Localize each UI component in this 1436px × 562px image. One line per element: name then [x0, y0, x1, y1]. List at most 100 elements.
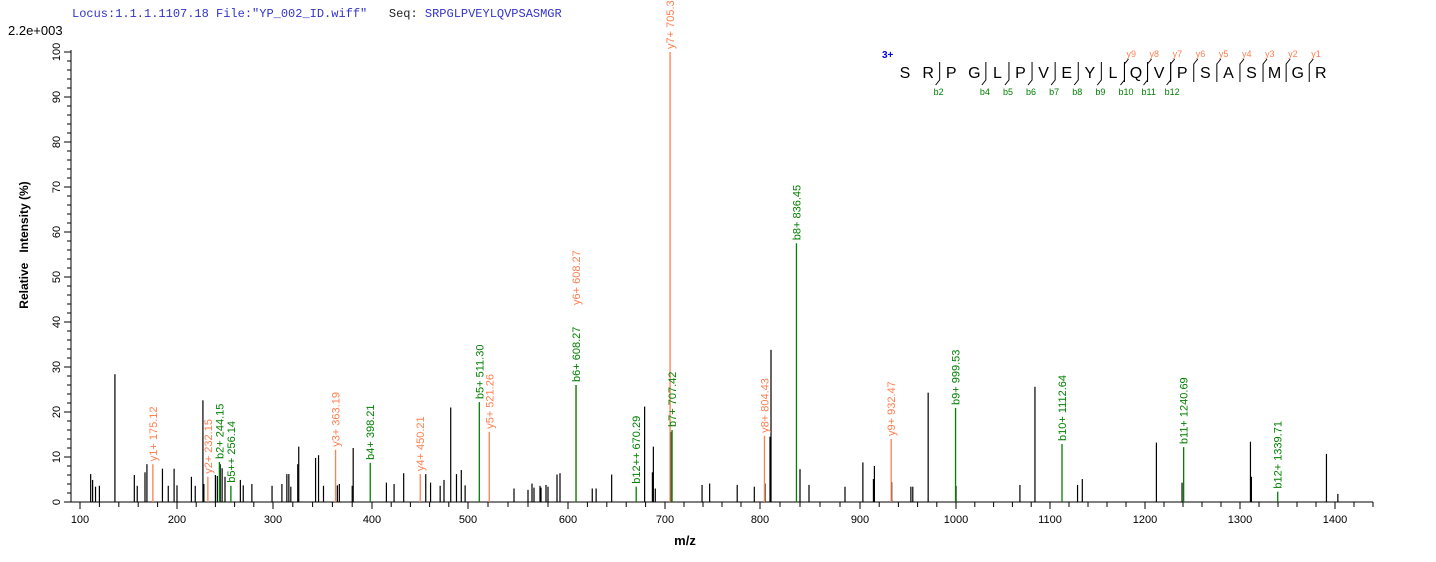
residue: Q [1130, 65, 1142, 82]
y-ion-marker [1262, 58, 1268, 82]
residue: P [1015, 65, 1026, 82]
y-ion-index: y1 [1311, 49, 1321, 59]
y-ion-marker [1285, 58, 1291, 82]
seq-key: Seq: [388, 7, 418, 21]
intensity-scale: 2.2e+003 [8, 23, 63, 38]
y-ion-marker [1239, 58, 1245, 82]
residue: P [946, 65, 957, 82]
y-ion-label: y2+ 232.15 [203, 419, 215, 474]
locus-label: Locus:1.1.1.1107.18 [72, 7, 209, 21]
y-tick-label: 60 [51, 226, 63, 238]
y-tick-label: 20 [51, 406, 63, 418]
residue: A [1223, 65, 1234, 82]
y-ion-index: y7 [1173, 49, 1183, 59]
y-tick-label: 0 [51, 499, 63, 505]
y-ion-index: y8 [1150, 49, 1160, 59]
b-ion-marker [1027, 62, 1033, 86]
x-tick-label: 500 [459, 514, 477, 526]
y-ion-index: y3 [1265, 49, 1275, 59]
spectrum-header: Locus:1.1.1.1107.18 File:"YP_002_ID.wiff… [72, 7, 562, 21]
y-ion-index: y4 [1242, 49, 1252, 59]
b-ion-marker [1166, 62, 1172, 86]
b-ion-label: b12+ 1339.71 [1273, 421, 1285, 489]
y-tick-label: 30 [51, 361, 63, 373]
y-ion-index: y9 [1126, 49, 1136, 59]
b-ion-index: b10 [1118, 87, 1133, 97]
peaks [90, 52, 1339, 502]
x-tick-label: 100 [71, 514, 89, 526]
y-tick-label: 50 [51, 271, 63, 283]
x-tick-label: 900 [851, 514, 869, 526]
residue: R [922, 65, 934, 82]
residue: M [1268, 65, 1281, 82]
b-ion-label: b8+ 836.45 [791, 185, 803, 240]
y-ion-label: y9+ 932.47 [886, 381, 898, 436]
sequence-annotation: 3+S R P G L P V E Y L Q V P S A S M G Rb2 b4 b5 b6 b7 b8 b9 b10 b1… [882, 49, 1327, 97]
y-ion-marker [1216, 58, 1222, 82]
x-tick-label: 700 [656, 514, 674, 526]
charge-label: 3+ [882, 50, 894, 61]
y-ion-label: y3+ 363.19 [331, 392, 343, 447]
y-ion-label: y4+ 450.21 [415, 416, 427, 471]
x-tick-label: 400 [363, 514, 381, 526]
b-ion-marker [1143, 62, 1149, 86]
y-ion-label: y5+ 521.26 [484, 374, 496, 429]
b-ion-marker [935, 62, 941, 86]
y-ion-marker [1123, 58, 1129, 82]
b-ion-label: b11+ 1240.69 [1179, 377, 1191, 444]
b-ion-label: b7+ 707.42 [667, 372, 679, 427]
b-ion-index: b7 [1049, 87, 1059, 97]
b-ion-index: b2 [934, 87, 944, 97]
b-ion-label: b4+ 398.21 [365, 404, 377, 459]
residue: L [1108, 65, 1117, 82]
y-ion-label: y8+ 804.43 [759, 378, 771, 433]
b-ion-index: b5 [1003, 87, 1013, 97]
residue: V [1038, 65, 1049, 82]
b-ion-label: b6+ 608.27 [571, 327, 583, 382]
sequence-label: SRPGLPVEYLQVPSASMGR [424, 7, 562, 21]
y-axis-label: Relative Intensity (%) [17, 181, 31, 308]
residue: S [1200, 65, 1211, 82]
b-ion-label: b10+ 1112.64 [1057, 375, 1069, 441]
b-ion-label: b5+ 511.30 [474, 345, 486, 400]
y-ion-marker [1308, 58, 1314, 82]
x-tick-label: 1200 [1133, 514, 1157, 526]
b-ion-label: b2+ 244.15 [214, 404, 226, 459]
residue: S [1246, 65, 1257, 82]
y-ion-marker [1147, 58, 1152, 82]
peak-labels: y1+ 175.12 y2+ 232.15 b2+ 244.15 b5++ 256.1… [148, 0, 1285, 489]
y-ion-label: y7+ 705.34 [665, 0, 677, 49]
y-ion-index: y2 [1288, 49, 1298, 59]
b-ion-marker [1050, 62, 1056, 86]
y-ion-label: y6+ 608.27 [571, 250, 583, 305]
y-tick-label: 100 [51, 43, 63, 61]
b-ion-index: b12 [1165, 87, 1180, 97]
b-ion-label: b9+ 999.53 [951, 350, 963, 405]
axes: 100 200 300 400 500 600 700 800 900 1000 1100 1200 1… [51, 43, 1374, 526]
b-ion-index: b4 [980, 87, 990, 97]
b-ion-marker [1096, 62, 1102, 86]
b-ion-index: b6 [1026, 87, 1036, 97]
x-tick-label: 300 [264, 514, 282, 526]
x-tick-label: 1300 [1228, 514, 1252, 526]
x-axis-label: m/z [674, 533, 696, 548]
y-ion-marker [1170, 58, 1176, 82]
y-ion-index: y5 [1219, 49, 1229, 59]
b-ion-index: b9 [1095, 87, 1105, 97]
residue: L [993, 65, 1002, 82]
y-ion-marker [1193, 58, 1199, 82]
b-ion-marker [1073, 62, 1079, 86]
y-tick-label: 90 [51, 91, 63, 103]
x-tick-label: 1000 [944, 514, 968, 526]
residue: R [1315, 65, 1327, 82]
residue: P [1177, 65, 1188, 82]
b-ion-marker [981, 62, 987, 86]
x-tick-label: 200 [168, 514, 186, 526]
b-ion-index: b8 [1072, 87, 1082, 97]
y-tick-label: 70 [51, 181, 63, 193]
residue: G [968, 65, 980, 82]
residue: S [900, 65, 911, 82]
x-tick-label: 1400 [1323, 514, 1347, 526]
y-tick-label: 10 [51, 451, 63, 463]
